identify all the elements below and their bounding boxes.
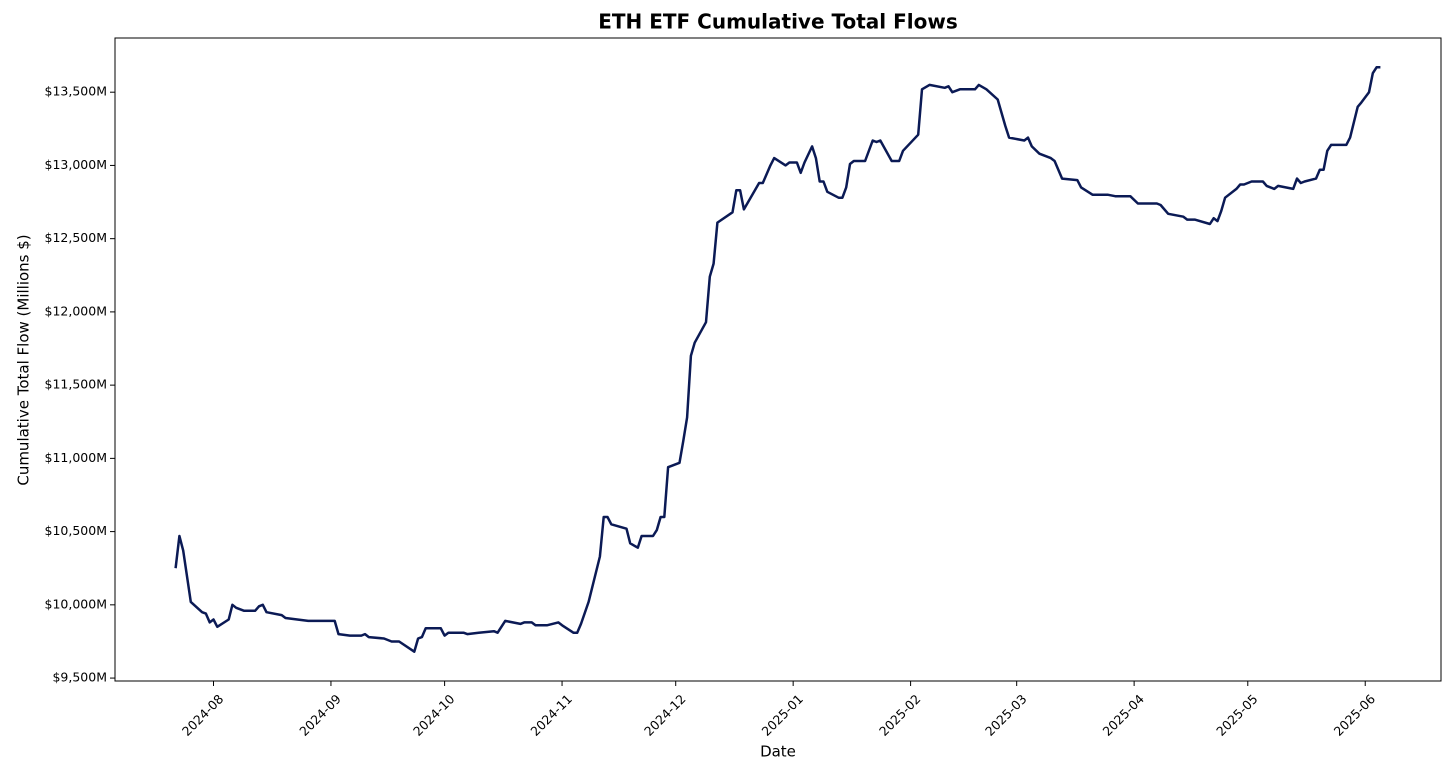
- y-axis-label: Cumulative Total Flow (Millions $): [15, 234, 33, 485]
- x-tick-label: 2025-03: [982, 691, 1030, 739]
- x-tick-label: 2024-08: [179, 691, 227, 739]
- plot-frame: [114, 37, 1442, 682]
- x-tick-label: 2025-01: [759, 691, 807, 739]
- y-tick-label: $10,000M: [45, 596, 107, 611]
- y-tick-label: $12,500M: [45, 230, 107, 245]
- y-tick-label: $13,500M: [45, 84, 107, 99]
- x-tick-label: 2024-12: [641, 691, 689, 739]
- x-tick-label: 2025-02: [876, 691, 924, 739]
- x-tick-label: 2024-09: [296, 691, 344, 739]
- x-tick-label: 2024-11: [527, 691, 575, 739]
- y-tick-label: $11,000M: [45, 450, 107, 465]
- y-tick-label: $9,500M: [52, 670, 107, 685]
- x-tick-label: 2025-04: [1099, 691, 1147, 739]
- y-tick-label: $10,500M: [45, 523, 107, 538]
- x-axis-label: Date: [760, 743, 796, 761]
- chart-title: ETH ETF Cumulative Total Flows: [598, 10, 958, 34]
- x-tick-label: 2025-05: [1213, 691, 1261, 739]
- data-line: [174, 66, 1381, 653]
- y-tick-label: $13,000M: [45, 157, 107, 172]
- x-tick-label: 2025-06: [1331, 691, 1379, 739]
- y-tick-label: $11,500M: [45, 377, 107, 392]
- x-tick-label: 2024-10: [410, 691, 458, 739]
- y-tick-label: $12,000M: [45, 303, 107, 318]
